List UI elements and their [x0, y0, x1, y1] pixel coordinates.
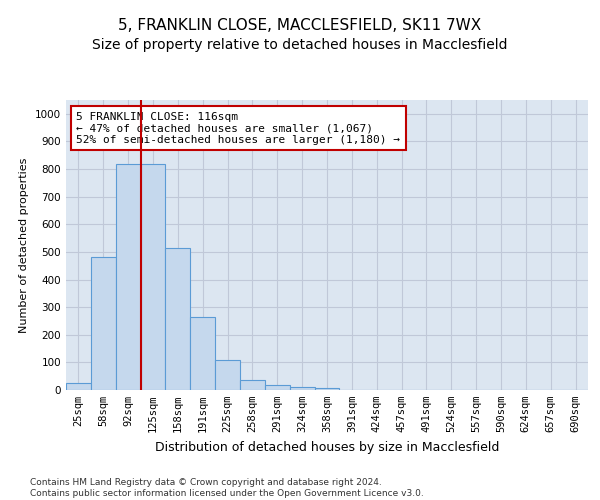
Text: 5 FRANKLIN CLOSE: 116sqm
← 47% of detached houses are smaller (1,067)
52% of sem: 5 FRANKLIN CLOSE: 116sqm ← 47% of detach… [76, 112, 400, 145]
Bar [91, 258, 116, 390]
Y-axis label: Number of detached properties: Number of detached properties [19, 158, 29, 332]
Bar [240, 380, 265, 390]
Bar [116, 164, 140, 390]
Bar [190, 317, 215, 390]
X-axis label: Distribution of detached houses by size in Macclesfield: Distribution of detached houses by size … [155, 440, 499, 454]
Bar [290, 387, 314, 390]
Bar [66, 382, 91, 390]
Bar [140, 164, 166, 390]
Bar [265, 385, 290, 390]
Text: 5, FRANKLIN CLOSE, MACCLESFIELD, SK11 7WX: 5, FRANKLIN CLOSE, MACCLESFIELD, SK11 7W… [118, 18, 482, 32]
Bar [166, 248, 190, 390]
Text: Contains HM Land Registry data © Crown copyright and database right 2024.
Contai: Contains HM Land Registry data © Crown c… [30, 478, 424, 498]
Text: Size of property relative to detached houses in Macclesfield: Size of property relative to detached ho… [92, 38, 508, 52]
Bar [215, 360, 240, 390]
Bar [314, 388, 340, 390]
